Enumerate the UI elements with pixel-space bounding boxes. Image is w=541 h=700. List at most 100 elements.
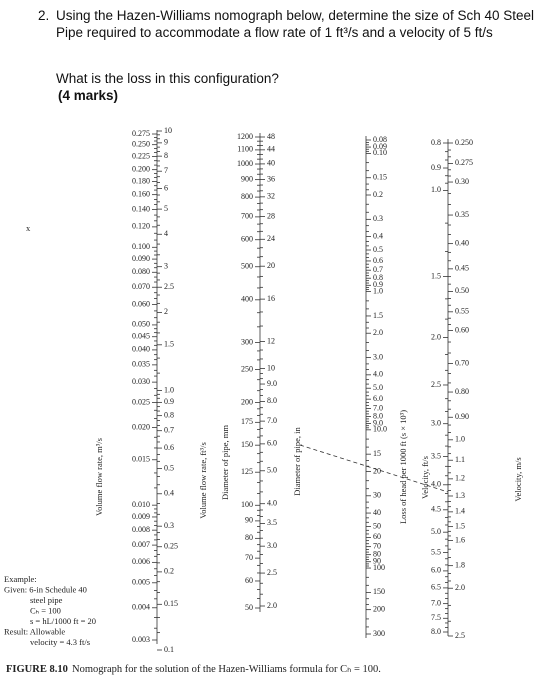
scale-label: 3.0 [373,352,383,361]
scale-label: 4 [164,229,168,238]
scale-label: 0.009 [132,512,150,521]
scale-title: Diameter of pipe, mm [220,425,230,500]
scale-label: 100 [373,563,385,572]
caption-label: FIGURE 8.10 [6,664,68,675]
scale-label: 12 [267,336,275,345]
scale-label: 1.2 [455,474,465,483]
scale-label: 90 [245,516,253,525]
scale-label: 0.9 [373,280,383,289]
scale-label: 0.4 [164,489,174,498]
scale-label: 0.090 [132,254,150,263]
scale-label: 100 [241,500,253,509]
scale-label: 0.9 [431,163,441,172]
scale-label: 1.8 [455,560,465,569]
scale-label: 6.0 [373,394,383,403]
scale-label: 0.003 [132,635,150,644]
scale-label: 0.005 [132,578,150,587]
scale-label: 500 [241,262,253,271]
scale-label: 250 [241,364,253,373]
scale-label: 10.0 [373,425,387,434]
scale-label: 3.5 [267,518,277,527]
scale-label: 1.0 [373,286,383,295]
scale-label: 900 [241,174,253,183]
example-line: Example: [4,574,37,584]
scale-label: 7.5 [431,613,441,622]
scale-label: 0.080 [132,267,150,276]
scale-label: 125 [241,467,253,476]
scale-label: 0.035 [132,360,150,369]
scale-label: 32 [267,192,275,201]
scale-label: 0.060 [132,299,150,308]
scale-label: 0.120 [132,222,150,231]
scale-label: 10 [164,126,172,135]
scale-label: 0.3 [164,521,174,530]
scale-label: 48 [267,132,275,141]
question-line: What is the loss in this configuration? [56,71,279,86]
scale-label: 4.0 [373,370,383,379]
scale-label: 0.045 [132,332,150,341]
scale-label: 1.5 [164,340,174,349]
scale-label: 0.006 [132,557,150,566]
scale-label: 0.9 [164,397,174,406]
scale-label: 0.004 [132,603,150,612]
example-line [299,444,449,493]
scale-label: 800 [241,192,253,201]
scale-label: 0.160 [132,189,150,198]
scale-label: 28 [267,211,275,220]
scale-label: 1.0 [455,435,465,444]
scale-label: 0.15 [373,173,387,182]
scale-label: 0.5 [373,245,383,254]
scale-label: 6.5 [431,583,441,592]
scale-label: 0.8 [373,273,383,282]
example-line: s = hL/1000 ft = 20 [30,616,96,626]
scale-label: 150 [373,587,385,596]
scale-label: 0.90 [455,412,469,421]
scale-label: 50 [373,521,381,530]
scale-label: 175 [241,417,253,426]
scale-label: 0.6 [373,256,383,265]
scale-label: 24 [267,234,275,243]
scale-label: 1.5 [431,271,441,280]
scale-label: 0.007 [132,540,150,549]
scale-label: 300 [373,629,385,638]
scale-label: 40 [267,159,275,168]
scale-label: 400 [241,295,253,304]
scale-label: 5 [164,204,168,213]
example-line: steel pipe [30,595,63,605]
scale-label: 0.8 [431,138,441,147]
scale-label: 70 [245,553,253,562]
example-line: velocity = 4.3 ft/s [30,637,90,647]
scale-label: 20 [373,466,381,475]
scale-label: 3.0 [267,541,277,550]
scale-label: 7.0 [373,403,383,412]
scale-label: 2 [164,307,168,316]
scale-label: 4.0 [267,499,277,508]
scale-label: 5.0 [373,383,383,392]
scale-label: 7 [164,166,168,175]
scale-title: Volume flow rate, ft³/s [198,442,208,519]
scale-label: 0.008 [132,525,150,534]
scale-label: 3.5 [431,451,441,460]
scale-label: 0.2 [373,190,383,199]
scale-label: 3.0 [431,419,441,428]
example-line: Result: Allowable [4,627,65,637]
scale-label: 1.5 [455,521,465,530]
scale-label: 700 [241,212,253,221]
scale-label: 2.0 [455,583,465,592]
scale-label: 1.3 [455,491,465,500]
scale-label: 8.0 [431,627,441,636]
scale-label: 0.015 [132,455,150,464]
scale-label: 0.6 [164,443,174,452]
scale-label: 0.275 [455,158,473,167]
scale-label: 1.1 [455,455,465,464]
scale-label: 0.55 [455,307,469,316]
scale-label: 0.200 [132,164,150,173]
scale-label: 20 [267,261,275,270]
scale-label: 150 [241,440,253,449]
scale-label: 0.250 [455,138,473,147]
scale-label: 0.15 [164,599,178,608]
margin-mark: x [26,223,31,233]
scale-label: 0.08 [373,135,387,144]
scale-label: 1200 [237,132,253,141]
